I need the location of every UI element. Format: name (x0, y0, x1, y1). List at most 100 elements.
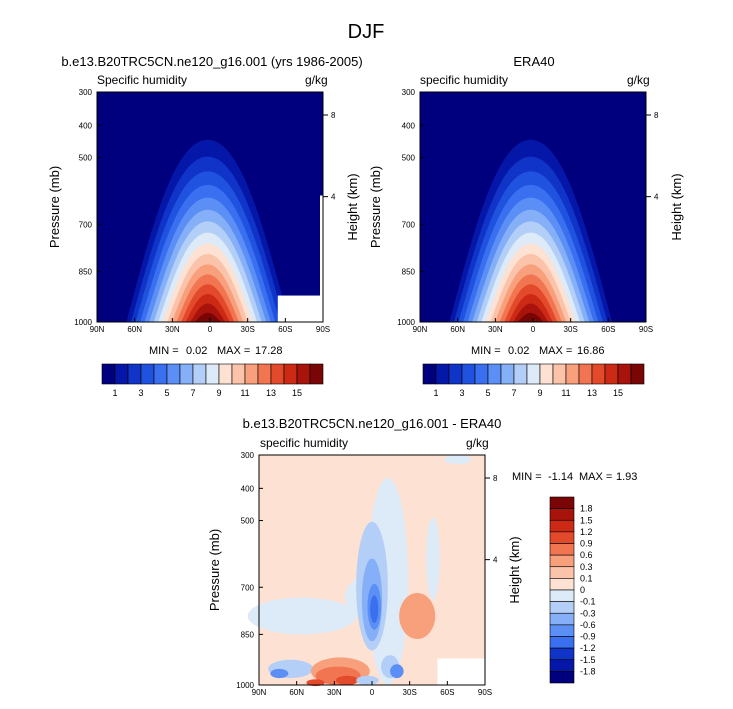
x-tick-label: 0 (531, 325, 536, 334)
y-tick-label: 300 (79, 88, 93, 97)
colorbar-swatch (153, 363, 168, 385)
colorbar-swatch (604, 363, 619, 385)
colorbar-label: 7 (511, 388, 516, 398)
panel-era40: ERA40 specific humidity g/kg 90N 60N 30N 0 3… (368, 54, 684, 398)
y-right-tick-label: 4 (654, 193, 659, 202)
y-tick-label: 850 (79, 267, 93, 276)
colorbar-label: 5 (485, 388, 490, 398)
colorbar-swatch (179, 363, 194, 385)
colorbar-swatch (474, 363, 489, 385)
colorbar-swatch (549, 531, 575, 544)
panel-era40-ylabel-right: Height (km) (669, 173, 684, 240)
colorbar-label: 1.5 (580, 515, 593, 525)
missing-data-mask (320, 195, 323, 322)
colorbar-label: 0.9 (580, 539, 593, 549)
panel-model-max-value: 17.28 (255, 345, 283, 357)
contour-level (444, 455, 472, 465)
panel-difference: b.e13.B20TRC5CN.ne120_g16.001 - ERA40 sp… (207, 416, 637, 697)
panel-era40-min-value: 0.02 (508, 345, 529, 357)
x-tick-label: 30N (488, 325, 503, 334)
panel-era40-colorbar: 1 3 5 7 9 11 13 15 (422, 363, 645, 398)
x-tick-label: 90S (316, 325, 330, 334)
colorbar-swatch (549, 589, 575, 602)
panel-era40-ylabel: Pressure (mb) (368, 166, 383, 248)
y-right-tick-label: 4 (493, 556, 498, 565)
x-tick-label: 30N (165, 325, 180, 334)
colorbar-swatch (448, 363, 463, 385)
y-tick-label: 500 (241, 517, 255, 526)
colorbar-swatch (500, 363, 515, 385)
x-tick-label: 30S (403, 688, 417, 697)
panel-era40-units: g/kg (627, 73, 650, 87)
x-tick-label: 30S (564, 325, 578, 334)
colorbar-swatch (140, 363, 155, 385)
colorbar-label: 11 (561, 388, 570, 398)
colorbar-swatch (578, 363, 593, 385)
panel-era40-min-label: MIN = (471, 345, 501, 357)
panel-difference-title: b.e13.B20TRC5CN.ne120_g16.001 - ERA40 (243, 416, 502, 431)
colorbar-label: 11 (240, 388, 249, 398)
x-tick-label: 60N (450, 325, 465, 334)
colorbar-label: 1.2 (580, 527, 593, 537)
colorbar-swatch (283, 363, 298, 385)
colorbar-swatch (435, 363, 450, 385)
panel-difference-field (247, 455, 485, 687)
panel-model-ylabel-right: Height (km) (345, 173, 360, 240)
x-tick-label: 90N (252, 688, 267, 697)
colorbar-swatch (617, 363, 632, 385)
missing-data-mask (437, 658, 485, 685)
x-tick-label: 0 (370, 688, 375, 697)
panel-difference-units: g/kg (466, 436, 489, 450)
colorbar-swatch (487, 363, 502, 385)
y-tick-label: 500 (402, 154, 416, 163)
colorbar-swatch (218, 363, 233, 385)
contour-level (426, 517, 440, 600)
colorbar-swatch (549, 612, 575, 626)
contour-level (335, 675, 359, 686)
colorbar-label: 0.1 (580, 573, 593, 583)
colorbar-swatch (101, 363, 116, 385)
panel-era40-max-value: 16.86 (577, 345, 605, 357)
colorbar-swatch (296, 363, 311, 385)
colorbar-swatch (513, 363, 528, 385)
colorbar-swatch (549, 671, 575, 684)
colorbar-label: 1 (433, 388, 438, 398)
colorbar-swatch (549, 554, 575, 568)
colorbar-swatch (549, 543, 575, 556)
colorbar-swatch (539, 363, 554, 385)
panel-difference-min-value: -1.14 (548, 471, 573, 483)
colorbar-swatch (549, 647, 575, 661)
contour-level (356, 675, 379, 686)
panel-difference-max-value: 1.93 (616, 471, 637, 483)
colorbar-swatch (526, 363, 541, 385)
colorbar-label: 3 (138, 388, 143, 398)
colorbar-swatch (244, 363, 259, 385)
y-right-tick-label: 4 (331, 193, 336, 202)
colorbar-swatch (549, 578, 575, 591)
panel-model-min-value: 0.02 (186, 345, 207, 357)
colorbar-label: 1.8 (580, 504, 593, 514)
x-tick-label: 30S (241, 325, 255, 334)
y-tick-label: 400 (402, 121, 416, 130)
panel-era40-left-label: specific humidity (420, 73, 508, 87)
colorbar-label: -1.5 (580, 655, 596, 665)
y-right-tick-label: 8 (331, 111, 336, 120)
colorbar-swatch (114, 363, 129, 385)
panel-model-min-label: MIN = (149, 345, 179, 357)
panel-difference-axes: 90N 60N 30N 0 30S 60S 90S 300 400 500 700 850 1000 8 4 (236, 451, 498, 697)
colorbar-label: 3 (459, 388, 464, 398)
colorbar-swatch (192, 363, 207, 385)
colorbar-label: 0.6 (580, 550, 593, 560)
panel-era40-max-label: MAX = (539, 345, 572, 357)
contour-level (390, 664, 404, 679)
y-tick-label: 500 (79, 154, 93, 163)
panel-model-colorbar: 1 3 5 7 9 11 13 15 (101, 363, 324, 398)
colorbar-swatch (205, 363, 220, 385)
panel-era40-field (420, 92, 646, 322)
contour-level (270, 668, 289, 679)
colorbar-label: 15 (292, 388, 302, 398)
colorbar-label: 5 (164, 388, 169, 398)
colorbar-swatch (565, 363, 580, 385)
y-tick-label: 400 (79, 121, 93, 130)
colorbar-label: 15 (613, 388, 623, 398)
